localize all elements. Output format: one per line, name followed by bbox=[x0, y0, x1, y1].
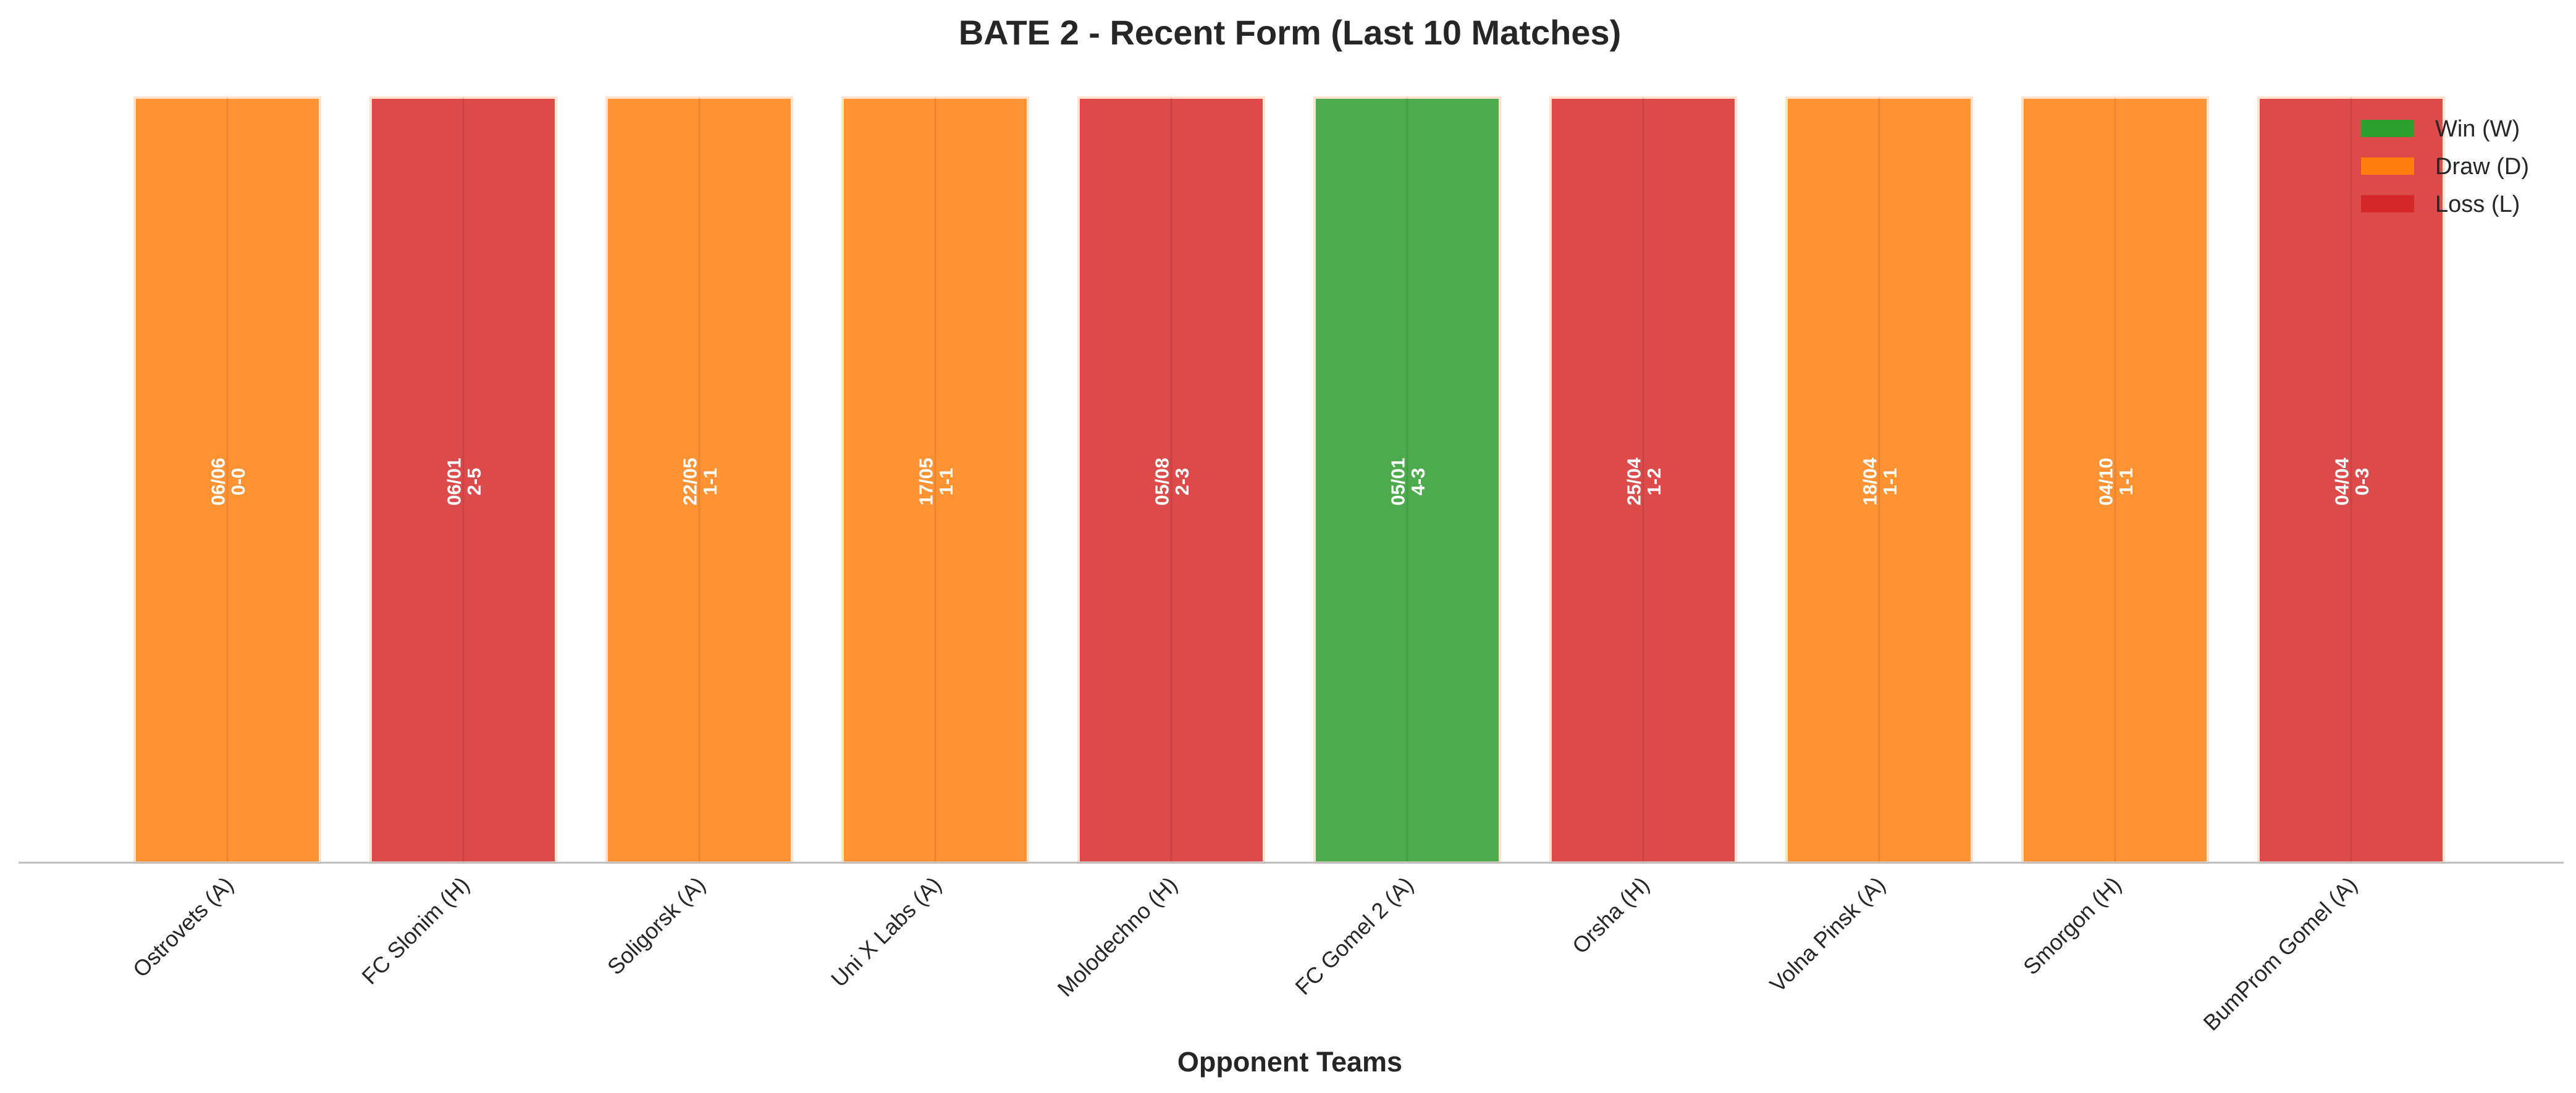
legend: Win (W) Draw (D) Loss (L) bbox=[2361, 116, 2529, 217]
bar-7 bbox=[1549, 96, 1737, 864]
match-score: 2-5 bbox=[463, 468, 485, 496]
x-tick-label-6: FC Gomel 2 (A) bbox=[1290, 872, 1418, 1000]
x-tick-label-2: FC Slonim (H) bbox=[356, 872, 474, 989]
bar-6 bbox=[1313, 96, 1501, 864]
match-date: 18/04 bbox=[1859, 457, 1880, 505]
match-score: 1-1 bbox=[1879, 468, 1901, 496]
bar-1 bbox=[133, 96, 321, 864]
x-tick-label-10: BumProm Gomel (A) bbox=[2198, 872, 2362, 1036]
bars-layer bbox=[133, 96, 2445, 864]
x-axis-label: Opponent Teams bbox=[1177, 1046, 1402, 1078]
match-date: 05/01 bbox=[1387, 458, 1408, 506]
match-score: 2-3 bbox=[1171, 468, 1193, 496]
match-date: 06/01 bbox=[443, 458, 465, 506]
match-score: 1-1 bbox=[699, 468, 721, 496]
match-score: 0-3 bbox=[2351, 468, 2373, 496]
x-tick-label-7: Orsha (H) bbox=[1567, 872, 1654, 959]
bar-4 bbox=[841, 96, 1029, 864]
bar-label-3: 22/051-1 bbox=[679, 458, 721, 506]
bar-8 bbox=[1785, 96, 1973, 864]
bar-5 bbox=[1077, 96, 1265, 864]
legend-label-l: Loss (L) bbox=[2435, 191, 2520, 217]
chart-title: BATE 2 - Recent Form (Last 10 Matches) bbox=[959, 13, 1622, 52]
bar-3 bbox=[605, 96, 793, 864]
x-tick-label-1: Ostrovets (A) bbox=[128, 872, 238, 982]
legend-swatch-l bbox=[2361, 195, 2414, 212]
legend-swatch-w bbox=[2361, 120, 2414, 137]
match-score: 0-0 bbox=[227, 468, 249, 496]
legend-label-w: Win (W) bbox=[2435, 116, 2520, 142]
bar-labels-layer: 06/060-0 06/012-5 22/051-1 17/051-1 05/082-3… bbox=[207, 457, 2373, 505]
bar-10 bbox=[2257, 96, 2445, 864]
match-score: 1-1 bbox=[935, 468, 957, 496]
x-tick-label-3: Soligorsk (A) bbox=[602, 872, 710, 980]
x-tick-labels: Ostrovets (A) FC Slonim (H) Soligorsk (A) U… bbox=[128, 872, 2362, 1036]
legend-label-d: Draw (D) bbox=[2435, 154, 2529, 180]
bar-label-10: 04/040-3 bbox=[2331, 457, 2373, 505]
legend-swatch-d bbox=[2361, 157, 2414, 175]
x-tick-label-9: Smorgon (H) bbox=[2018, 872, 2126, 980]
match-date: 22/05 bbox=[679, 458, 701, 506]
x-tick-label-8: Volna Pinsk (A) bbox=[1765, 872, 1890, 997]
bar-2 bbox=[369, 96, 557, 864]
match-date: 25/04 bbox=[1623, 457, 1644, 505]
x-tick-label-5: Molodechno (H) bbox=[1053, 872, 1182, 1002]
bar-label-8: 18/041-1 bbox=[1859, 457, 1901, 505]
match-date: 17/05 bbox=[915, 458, 937, 506]
match-date: 04/10 bbox=[2095, 458, 2116, 506]
bar-label-2: 06/012-5 bbox=[443, 458, 485, 506]
bar-label-7: 25/041-2 bbox=[1623, 457, 1665, 505]
match-date: 06/06 bbox=[207, 458, 229, 506]
match-score: 1-2 bbox=[1643, 468, 1665, 496]
match-score: 4-3 bbox=[1407, 468, 1429, 496]
bar-label-1: 06/060-0 bbox=[207, 458, 249, 506]
match-date: 05/08 bbox=[1151, 458, 1172, 506]
bar-label-6: 05/014-3 bbox=[1387, 458, 1429, 506]
bar-label-4: 17/051-1 bbox=[915, 458, 957, 506]
bar-label-9: 04/101-1 bbox=[2095, 458, 2137, 506]
bar-label-5: 05/082-3 bbox=[1151, 458, 1193, 506]
match-score: 1-1 bbox=[2115, 468, 2137, 496]
x-tick-label-4: Uni X Labs (A) bbox=[826, 872, 946, 992]
match-date: 04/04 bbox=[2331, 457, 2352, 505]
